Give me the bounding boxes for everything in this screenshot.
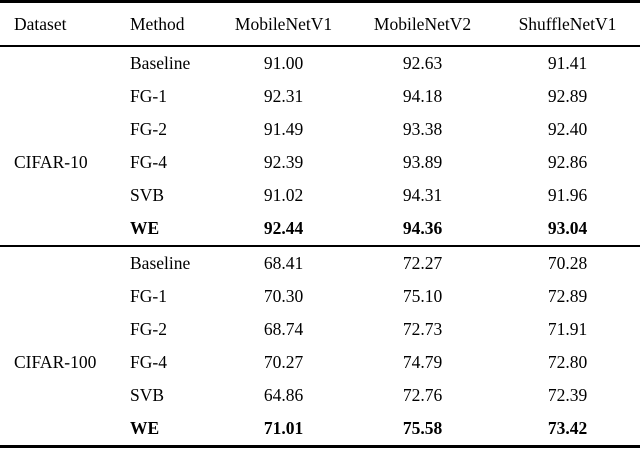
value-cell: 70.28	[547, 253, 588, 273]
method-cell: SVB	[130, 385, 165, 405]
value-cell: 72.73	[402, 319, 443, 339]
table-row: SVB 91.02 94.31 91.96	[0, 179, 640, 212]
col-header-mobilenetv2: MobileNetV2	[350, 1, 495, 47]
dataset-label-text: CIFAR-100	[14, 351, 97, 372]
value-cell: 91.00	[263, 53, 304, 73]
method-cell: Baseline	[130, 253, 191, 273]
table-row-best: WE 92.44 94.36 93.04	[0, 212, 640, 246]
table-row: CIFAR-10 Baseline 91.00 92.63 91.41	[0, 46, 640, 172]
method-cell: WE	[130, 218, 160, 238]
value-cell: 75.10	[402, 286, 443, 306]
header-row: Dataset Method MobileNetV1 MobileNetV2 S…	[0, 1, 640, 47]
value-cell: 74.79	[402, 352, 443, 372]
table-row: FG-4 92.39 93.89 92.86	[0, 146, 640, 179]
value-cell: 93.89	[402, 152, 443, 172]
value-cell: 75.58	[402, 418, 443, 438]
col-header-method: Method	[117, 1, 217, 47]
value-cell: 94.36	[402, 218, 443, 238]
value-cell: 94.18	[402, 86, 443, 106]
value-cell: 72.39	[547, 385, 588, 405]
value-cell: 92.39	[263, 152, 304, 172]
table-row: FG-2 91.49 93.38 92.40	[0, 113, 640, 146]
section-cifar100: CIFAR-100 Baseline 68.41 72.27 70.28 FG-…	[0, 246, 640, 447]
value-cell: 70.30	[263, 286, 304, 306]
section-cifar10: CIFAR-10 Baseline 91.00 92.63 91.41 FG-1…	[0, 46, 640, 246]
value-cell: 92.89	[547, 86, 588, 106]
table-row: FG-4 70.27 74.79 72.80	[0, 346, 640, 379]
value-cell: 72.27	[402, 253, 443, 273]
dataset-label-cifar10: CIFAR-10	[0, 46, 117, 246]
value-cell: 91.41	[547, 53, 588, 73]
method-cell: WE	[130, 418, 160, 438]
value-cell: 64.86	[263, 385, 304, 405]
method-cell: FG-4	[130, 352, 167, 372]
col-header-dataset: Dataset	[0, 1, 117, 47]
method-cell: FG-2	[130, 119, 167, 139]
method-cell: SVB	[130, 185, 165, 205]
value-cell: 68.41	[263, 253, 304, 273]
method-cell: FG-2	[130, 319, 167, 339]
method-cell: Baseline	[130, 53, 191, 73]
value-cell: 71.91	[547, 319, 588, 339]
value-cell: 70.27	[263, 352, 304, 372]
value-cell: 72.89	[547, 286, 588, 306]
value-cell: 92.63	[402, 53, 443, 73]
dataset-label-cifar100: CIFAR-100	[0, 246, 117, 447]
method-cell: FG-1	[130, 86, 167, 106]
table-row: FG-2 68.74 72.73 71.91	[0, 313, 640, 346]
value-cell: 68.74	[263, 319, 304, 339]
table-row-best: WE 71.01 75.58 73.42	[0, 412, 640, 447]
value-cell: 92.40	[547, 119, 588, 139]
value-cell: 73.42	[547, 418, 588, 438]
method-cell: FG-1	[130, 286, 167, 306]
value-cell: 72.76	[402, 385, 443, 405]
value-cell: 92.86	[547, 152, 588, 172]
table-row: SVB 64.86 72.76 72.39	[0, 379, 640, 412]
dataset-label-text: CIFAR-10	[14, 151, 88, 172]
table-row: CIFAR-100 Baseline 68.41 72.27 70.28	[0, 246, 640, 372]
value-cell: 93.04	[547, 218, 588, 238]
value-cell: 91.02	[263, 185, 304, 205]
table-row: FG-1 70.30 75.10 72.89	[0, 280, 640, 313]
col-header-mobilenetv1: MobileNetV1	[217, 1, 350, 47]
value-cell: 91.96	[547, 185, 588, 205]
table-row: FG-1 92.31 94.18 92.89	[0, 80, 640, 113]
value-cell: 94.31	[402, 185, 443, 205]
value-cell: 93.38	[402, 119, 443, 139]
col-header-shufflenetv1: ShuffleNetV1	[495, 1, 640, 47]
value-cell: 71.01	[263, 418, 304, 438]
value-cell: 92.44	[263, 218, 304, 238]
value-cell: 92.31	[263, 86, 304, 106]
value-cell: 91.49	[263, 119, 304, 139]
value-cell: 72.80	[547, 352, 588, 372]
method-cell: FG-4	[130, 152, 167, 172]
